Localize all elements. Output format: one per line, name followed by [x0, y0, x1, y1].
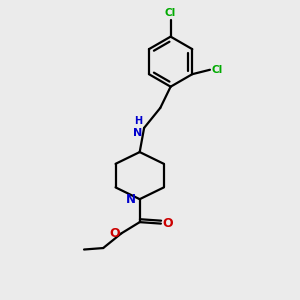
Text: Cl: Cl [212, 65, 223, 75]
Text: O: O [163, 217, 173, 230]
Text: H: H [134, 116, 142, 126]
Text: N: N [126, 193, 136, 206]
Text: Cl: Cl [165, 8, 176, 18]
Text: O: O [109, 227, 120, 240]
Text: N: N [133, 128, 142, 138]
